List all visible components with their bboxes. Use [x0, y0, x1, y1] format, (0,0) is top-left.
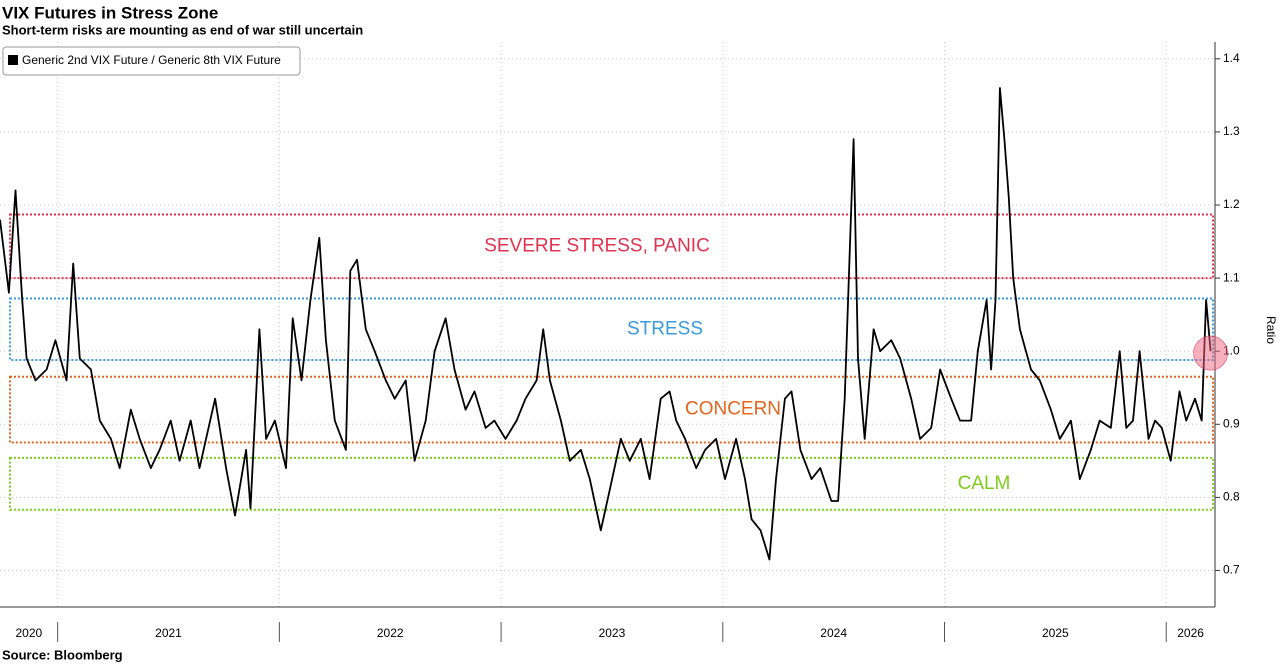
chart-title: VIX Futures in Stress Zone [2, 3, 218, 22]
x-tick-label: 2020 [15, 626, 42, 640]
zone-label: SEVERE STRESS, PANIC [484, 235, 710, 256]
zone-label: CONCERN [685, 399, 781, 420]
legend-swatch [8, 55, 18, 65]
y-tick-label: 0.8 [1223, 490, 1240, 504]
series-line [0, 87, 1212, 561]
y-tick-label: 1.4 [1223, 51, 1240, 65]
zone-label: STRESS [627, 318, 703, 339]
x-tick-label: 2026 [1177, 626, 1204, 640]
x-tick-label: 2021 [155, 626, 182, 640]
y-tick-label: 1.2 [1223, 197, 1240, 211]
x-tick-label: 2025 [1042, 626, 1069, 640]
legend-box [2, 46, 301, 76]
zone [9, 375, 1214, 444]
zone [9, 213, 1214, 280]
x-tick-label: 2023 [599, 626, 626, 640]
x-tick-label: 2022 [377, 626, 404, 640]
zone-label: CALM [958, 473, 1011, 494]
source: Source: Bloomberg [2, 647, 123, 662]
legend-label: Generic 2nd VIX Future / Generic 8th VIX… [22, 53, 281, 67]
y-axis-label: Ratio [1264, 316, 1278, 344]
highlight [1193, 335, 1229, 371]
chart-subtitle: Short-term risks are mounting as end of … [2, 22, 363, 37]
y-tick-label: 1.3 [1223, 124, 1240, 138]
zone [9, 297, 1214, 361]
y-tick-label: 0.9 [1223, 416, 1240, 430]
y-tick-label: 1.1 [1223, 270, 1240, 284]
y-tick-label: 0.7 [1223, 563, 1240, 577]
zone [9, 456, 1214, 511]
x-tick-label: 2024 [820, 626, 847, 640]
